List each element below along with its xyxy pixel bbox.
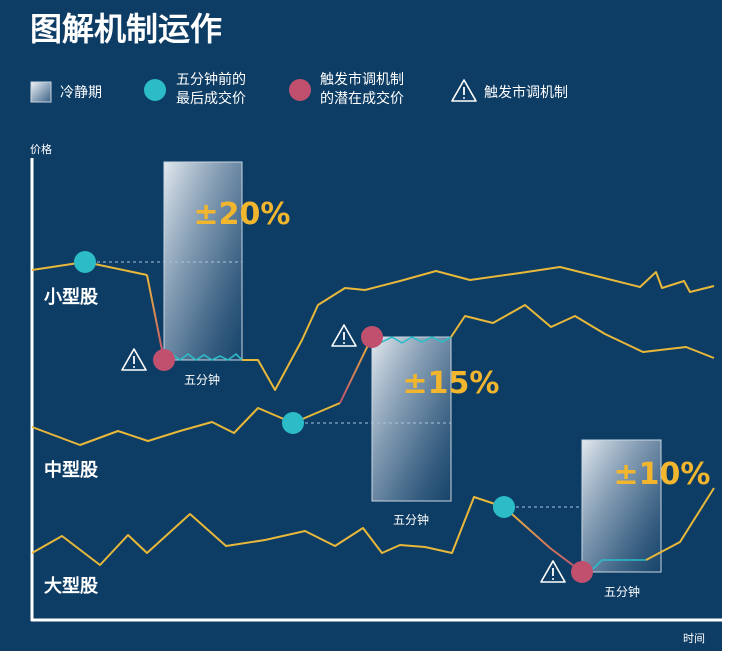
cooldown-period-box: [163, 161, 243, 361]
cooldown-price-line: [163, 352, 243, 361]
warning-triangle-icon: [540, 560, 566, 583]
row-label: 大型股: [44, 575, 99, 597]
band-label: ±15%: [403, 366, 500, 401]
price-line: [450, 304, 715, 359]
legend-trigger-price-line1: 触发市调机制: [320, 71, 404, 88]
last-price-dot: [74, 251, 96, 273]
price-line: [242, 266, 715, 391]
row-large-cap: ±10% 五分钟 大型股: [31, 439, 715, 599]
warning-triangle-icon: [451, 79, 477, 102]
last-price-dot-icon: [144, 79, 166, 101]
row-label: 中型股: [44, 459, 99, 481]
legend: 冷静期 五分钟前的 最后成交价 触发市调机制 的潜在成交价 触发市调机制: [30, 71, 568, 107]
price-drop-line: [146, 274, 165, 361]
legend-trigger-label: 触发市调机制: [484, 84, 568, 101]
row-label: 小型股: [44, 286, 99, 308]
band-label: ±10%: [614, 457, 711, 492]
price-line: [31, 496, 505, 566]
window-label: 五分钟: [393, 512, 429, 527]
warning-triangle-icon: [331, 324, 357, 347]
window-label: 五分钟: [604, 584, 640, 599]
page-title: 图解机制运作: [30, 10, 222, 48]
last-price-dot: [282, 412, 304, 434]
trigger-price-dot-icon: [289, 79, 311, 101]
row-small-cap: ±20% 五分钟 小型股: [31, 161, 715, 391]
x-axis-label: 时间: [683, 632, 705, 645]
cooldown-period-box: [581, 439, 662, 573]
price-rise-line: [339, 336, 373, 404]
y-axis-label: 价格: [30, 142, 52, 156]
trigger-price-dot: [153, 349, 175, 371]
price-line: [645, 487, 715, 561]
last-price-dot: [493, 496, 515, 518]
row-mid-cap: ±15% 五分钟 中型股: [31, 304, 715, 527]
price-line: [31, 407, 294, 446]
legend-cooldown-label: 冷静期: [60, 85, 102, 101]
legend-trigger-price-line2: 的潜在成交价: [320, 90, 404, 107]
cooldown-period-box: [371, 336, 452, 502]
cooldown-price-line: [371, 336, 452, 344]
window-label: 五分钟: [184, 372, 220, 387]
price-drop-line: [503, 506, 583, 573]
legend-last-price-line2: 最后成交价: [176, 90, 246, 107]
warning-triangle-icon: [121, 348, 147, 371]
legend-last-price-line1: 五分钟前的: [176, 71, 246, 88]
cooldown-box-icon: [30, 81, 52, 103]
trigger-price-dot: [361, 326, 383, 348]
band-label: ±20%: [194, 197, 291, 232]
trigger-price-dot: [571, 561, 593, 583]
